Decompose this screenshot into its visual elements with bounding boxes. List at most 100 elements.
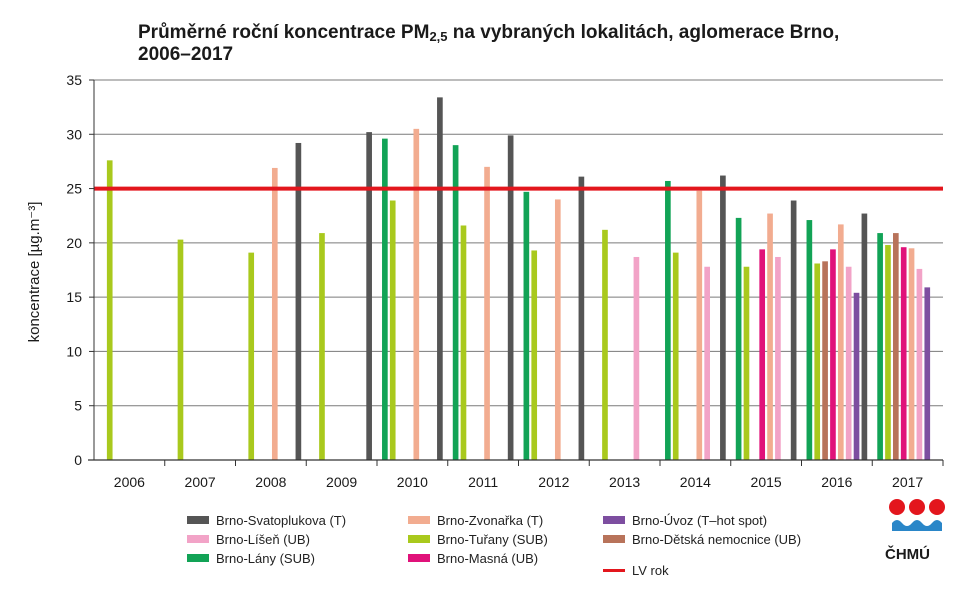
legend-label: LV rok <box>632 563 669 578</box>
logo-peak <box>908 521 926 531</box>
legend-label: Brno-Líšeň (UB) <box>216 532 310 547</box>
bar <box>672 252 679 460</box>
legend-label: Brno-Lány (SUB) <box>216 551 315 566</box>
bar <box>554 199 561 460</box>
legend-line-swatch <box>603 569 625 572</box>
legend-label: Brno-Úvoz (T–hot spot) <box>632 513 768 528</box>
bar <box>861 213 868 460</box>
bar <box>382 138 388 460</box>
bar <box>806 220 813 460</box>
bar <box>814 263 821 460</box>
title-line2: 2006–2017 <box>138 44 234 65</box>
bar <box>822 261 828 460</box>
bar <box>790 200 797 460</box>
axes: 0 5 10 15 20 25 30 35 2006 2007 2008 2009 2010 2011 20… <box>66 72 944 490</box>
x-tick-label: 2008 <box>255 474 286 490</box>
bar <box>830 249 836 460</box>
bar <box>366 132 372 460</box>
bar <box>900 247 907 460</box>
logo-red-circle-2 <box>909 499 925 515</box>
bar <box>578 176 585 460</box>
logo-red-circle-1 <box>889 499 905 515</box>
legend-swatch <box>408 535 430 543</box>
legend-swatch <box>408 554 430 562</box>
bar <box>177 239 184 460</box>
legend-label: Brno-Dětská nemocnice (UB) <box>632 532 802 547</box>
bar <box>885 245 891 460</box>
legend-swatch <box>187 516 209 524</box>
bar <box>704 266 710 460</box>
y-tick-label: 15 <box>66 289 82 305</box>
bar <box>916 268 923 460</box>
x-tick-label: 2011 <box>468 474 498 490</box>
chart-title: Průměrné roční koncentrace PM2,5 na vybr… <box>138 22 918 66</box>
title-part2: na vybraných lokalitách, aglomerace Brno… <box>447 22 840 43</box>
chmu-logo <box>889 499 945 531</box>
bar <box>665 180 671 460</box>
bar <box>759 249 766 460</box>
x-tick-label: 2014 <box>680 474 711 490</box>
bar <box>633 256 640 460</box>
bar <box>523 191 530 461</box>
x-tick-label: 2017 <box>892 474 923 490</box>
y-tick-label: 25 <box>66 181 82 197</box>
bar <box>531 250 538 460</box>
x-tick-label: 2016 <box>821 474 852 490</box>
bar <box>271 167 278 460</box>
bar <box>460 225 467 460</box>
bar <box>437 97 443 460</box>
legend-swatch <box>187 554 209 562</box>
bar <box>908 248 915 460</box>
bar <box>837 224 844 460</box>
bar <box>735 217 742 460</box>
y-tick-label: 35 <box>66 72 82 88</box>
bar <box>248 252 255 460</box>
bar <box>924 287 931 460</box>
legend-label: Brno-Tuřany (SUB) <box>437 532 548 547</box>
x-tick-label: 2015 <box>751 474 782 490</box>
title-subscript: 2,5 <box>429 29 448 44</box>
x-tick-label: 2012 <box>538 474 569 490</box>
x-tick-label: 2013 <box>609 474 640 490</box>
bar <box>696 190 703 460</box>
y-tick-label: 30 <box>66 126 82 142</box>
y-tick-label: 10 <box>66 343 82 359</box>
legend-swatch <box>603 516 625 524</box>
bar <box>602 229 608 460</box>
bar <box>767 213 773 460</box>
y-tick-label: 5 <box>74 398 82 414</box>
bar <box>845 266 852 460</box>
legend-swatch <box>187 535 209 543</box>
logo-red-circle-3 <box>929 499 945 515</box>
bar <box>507 135 514 460</box>
bar <box>893 233 899 460</box>
logo-text: ČHMÚ <box>885 546 930 563</box>
legend-label: Brno-Zvonařka (T) <box>437 513 544 528</box>
bar <box>775 256 781 460</box>
bar <box>413 128 420 460</box>
bar <box>389 200 396 460</box>
x-tick-label: 2007 <box>185 474 216 490</box>
y-tick-label: 0 <box>74 452 82 468</box>
x-tick-label: 2010 <box>397 474 428 490</box>
legend-swatch <box>408 516 430 524</box>
x-tick-label: 2006 <box>114 474 145 490</box>
legend-label: Brno-Masná (UB) <box>437 551 539 566</box>
bar <box>106 160 113 461</box>
y-axis-label: koncentrace [µg.m⁻³] <box>26 202 43 343</box>
x-tick-label: 2009 <box>326 474 357 490</box>
bar <box>853 292 860 460</box>
bar <box>319 233 325 460</box>
bar <box>484 166 490 460</box>
y-tick-label: 20 <box>66 235 82 251</box>
bar <box>743 266 750 460</box>
bar <box>877 233 883 460</box>
legend-swatch <box>603 535 625 543</box>
bar <box>720 175 726 461</box>
bar <box>452 145 459 460</box>
title-part1: Průměrné roční koncentrace PM <box>138 22 430 43</box>
legend-label: Brno-Svatoplukova (T) <box>216 513 347 528</box>
bars <box>106 97 931 461</box>
bar <box>295 142 302 460</box>
